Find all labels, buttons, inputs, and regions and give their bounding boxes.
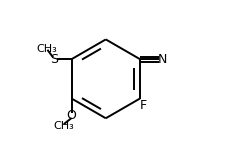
Text: N: N [157,53,166,66]
Text: CH₃: CH₃ [36,44,57,54]
Text: F: F [139,99,146,112]
Text: S: S [50,53,58,66]
Text: O: O [67,109,76,122]
Text: CH₃: CH₃ [53,121,74,131]
